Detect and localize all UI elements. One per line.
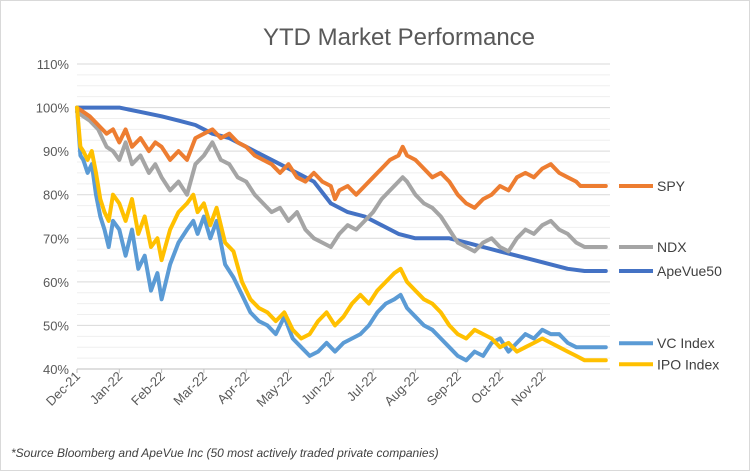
series-line-ipo-index <box>75 105 608 363</box>
y-tick-label: 90% <box>43 144 69 159</box>
source-note: *Source Bloomberg and ApeVue Inc (50 mos… <box>11 446 439 460</box>
legend-label-vc-index: VC Index <box>657 335 715 351</box>
y-tick-label: 110% <box>37 57 70 72</box>
x-tick-label: Jun-22 <box>298 369 337 408</box>
gridlines <box>77 63 610 370</box>
y-tick-label: 100% <box>36 101 70 116</box>
x-tick-label: Nov-22 <box>508 369 548 409</box>
y-tick-label: 60% <box>43 275 69 290</box>
x-tick-label: Jul-22 <box>344 369 380 405</box>
legend-label-apevue50: ApeVue50 <box>657 263 722 279</box>
x-tick-label: Sep-22 <box>424 369 464 409</box>
x-tick-label: Mar-22 <box>170 369 210 409</box>
legend-label-spy: SPY <box>657 178 686 194</box>
x-tick-label: Apr-22 <box>214 369 252 407</box>
series-line-ndx <box>75 109 608 254</box>
x-tick-label: May-22 <box>253 369 294 410</box>
legend: SPY NDX ApeVue50 VC Index IPO Index <box>619 178 722 372</box>
y-tick-label: 70% <box>43 231 69 246</box>
series-line-apevue50 <box>75 105 608 273</box>
x-tick-label: Jan-22 <box>87 369 126 408</box>
y-tick-label: 40% <box>43 362 69 377</box>
y-tick-label: 80% <box>43 188 69 203</box>
series-line-spy <box>75 105 608 210</box>
series-lines <box>75 105 608 363</box>
legend-label-ndx: NDX <box>657 239 687 255</box>
legend-label-ipo-index: IPO Index <box>657 356 719 372</box>
x-axis: Dec-21 Jan-22 Feb-22 Mar-22 Apr-22 May-22 Jun-… <box>43 368 610 410</box>
y-tick-label: 50% <box>43 318 69 333</box>
x-tick-label: Feb-22 <box>128 369 168 409</box>
chart-title: YTD Market Performance <box>263 24 535 51</box>
x-tick-label: Oct-22 <box>468 369 506 407</box>
y-axis: 40% 50% 60% 70% 80% 90% 100% 110% <box>36 57 70 377</box>
x-tick-label: Aug-22 <box>381 369 421 409</box>
